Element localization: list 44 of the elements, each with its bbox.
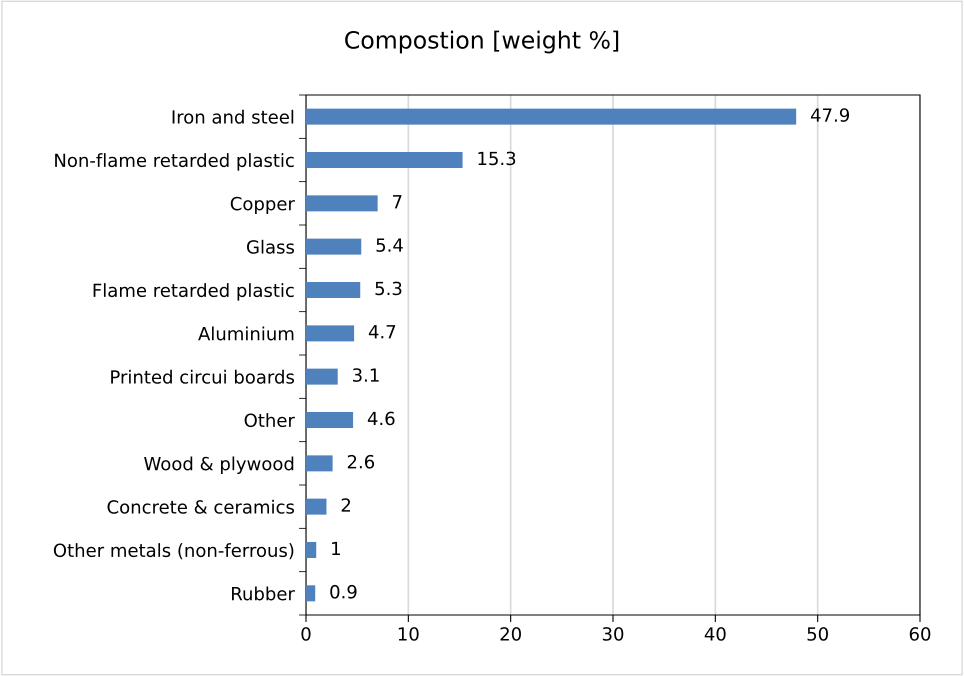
y-tick-label: Other metals (non-ferrous) <box>54 543 294 560</box>
data-label: 5.3 <box>376 282 402 296</box>
bar <box>306 542 316 558</box>
bar <box>306 152 463 168</box>
data-label: 15.3 <box>478 152 516 166</box>
x-tick-label: 10 <box>398 627 419 641</box>
bar <box>306 325 354 342</box>
data-label: 2.6 <box>348 454 374 469</box>
data-label: 4.7 <box>368 325 396 338</box>
data-label: 1 <box>332 542 340 555</box>
y-tick-label: Printed circui boards <box>111 370 294 384</box>
x-tick-label: 60 <box>910 627 930 641</box>
bar <box>306 412 354 428</box>
y-tick-label: Glass <box>247 240 294 254</box>
y-tick-label: Rubber <box>232 586 295 600</box>
x-tick-label: 20 <box>500 627 521 641</box>
x-tick-label: 0 <box>301 627 311 641</box>
y-tick-label: Iron and steel <box>172 110 294 124</box>
data-label: 2 <box>342 498 350 512</box>
data-label: 7 <box>393 195 402 208</box>
bar <box>306 282 360 298</box>
data-label: 47.9 <box>810 108 849 122</box>
y-tick-label: Other <box>244 413 295 428</box>
chart-title: Compostion [weight %] <box>345 30 618 54</box>
bar <box>306 368 338 385</box>
x-tick-label: 40 <box>704 627 726 641</box>
y-tick-label: Concrete & ceramics <box>108 500 294 514</box>
bar <box>306 238 362 255</box>
data-label: 4.6 <box>368 412 395 426</box>
y-tick-label: Copper <box>230 196 295 214</box>
y-tick-label: Non-flame retarded plastic <box>55 153 294 171</box>
bar <box>306 108 796 125</box>
bar <box>306 585 316 602</box>
y-tick-label: Wood & plywood <box>144 456 294 474</box>
y-tick-label: Aluminium <box>198 326 294 340</box>
x-tick-label: 30 <box>602 627 624 641</box>
y-tick-label: Flame retarded plastic <box>94 283 294 301</box>
data-label: 0.9 <box>330 584 357 599</box>
bar <box>306 498 326 515</box>
bar <box>306 195 378 212</box>
data-label: 3.1 <box>352 368 379 382</box>
data-label: 5.4 <box>376 238 403 252</box>
bar <box>306 455 333 472</box>
x-tick-label: 50 <box>808 627 828 641</box>
